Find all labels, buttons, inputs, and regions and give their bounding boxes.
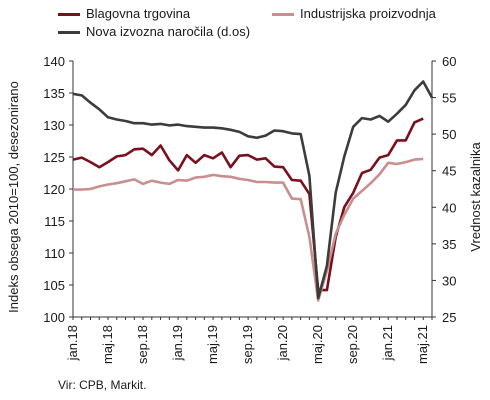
series-line-2 — [73, 157, 424, 302]
y-left-tick-label: 100 — [43, 310, 65, 325]
x-tick-label: maj.19 — [205, 325, 220, 364]
x-tick-label: jan.18 — [65, 325, 80, 361]
legend-label-series-1: Blagovna trgovina — [86, 6, 191, 21]
y-left-tick-label: 135 — [43, 86, 65, 101]
x-tick-label: sep.18 — [135, 325, 150, 364]
y-right-tick-label: 45 — [442, 164, 456, 179]
y-left-tick-label: 120 — [43, 182, 65, 197]
y-left-tick-label: 105 — [43, 278, 65, 293]
x-tick-label: maj.21 — [415, 325, 430, 364]
legend-item-series-1: Blagovna trgovina — [58, 6, 190, 22]
y-right-tick-label: 35 — [442, 237, 456, 252]
x-tick-label: sep.19 — [240, 325, 255, 364]
x-tick-label: jan.21 — [380, 325, 395, 361]
chart-ticks: 100 105 110 115 120 125 130 135 140 25 30 35 40 45 50 5… — [6, 54, 483, 364]
y-left-tick-label: 125 — [43, 150, 65, 165]
chart-source-note: Vir: CPB, Markit. — [58, 378, 147, 392]
y-right-axis-title: Vrednost kazalnika — [468, 142, 483, 252]
y-right-tick-label: 50 — [442, 127, 456, 142]
legend-swatch-series-2 — [272, 12, 294, 16]
x-tick-label: maj.18 — [100, 325, 115, 364]
chart-axes — [72, 61, 433, 318]
y-left-tick-label: 140 — [43, 54, 65, 69]
y-right-tick-label: 55 — [442, 91, 456, 106]
legend-swatch-series-3 — [58, 30, 80, 34]
x-tick-label: jan.19 — [170, 325, 185, 361]
legend-swatch-series-1 — [58, 12, 80, 16]
y-left-tick-label: 110 — [44, 246, 65, 261]
y-left-tick-label: 115 — [44, 214, 65, 229]
chart-lines — [72, 80, 434, 302]
legend-item-series-2: Industrijska proizvodnja — [272, 6, 436, 22]
y-right-tick-label: 60 — [442, 54, 456, 69]
series-line-3 — [72, 80, 434, 300]
legend-label-series-3: Nova izvozna naročila (d.os) — [86, 24, 251, 39]
x-tick-label: maj.20 — [310, 325, 325, 364]
y-left-tick-label: 130 — [43, 118, 65, 133]
legend-label-series-2: Industrijska proizvodnja — [300, 6, 436, 21]
x-tick-label: jan.20 — [275, 325, 290, 361]
legend-item-series-3: Nova izvozna naročila (d.os) — [58, 24, 250, 40]
y-left-axis-title: Indeks obsega 2010=100, desezonirano — [6, 81, 21, 313]
y-right-tick-label: 25 — [442, 310, 456, 325]
x-tick-label: sep.20 — [345, 325, 360, 364]
series-line-1 — [72, 117, 424, 292]
y-right-tick-label: 40 — [442, 200, 456, 215]
y-right-tick-label: 30 — [442, 273, 456, 288]
